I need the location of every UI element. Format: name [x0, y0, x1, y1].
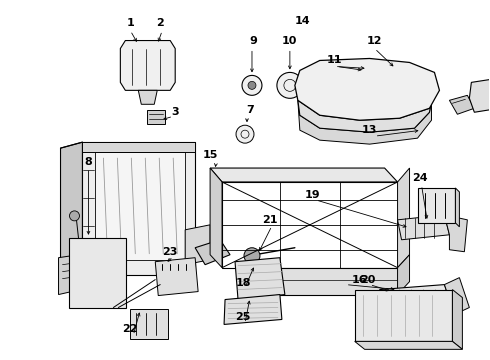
Polygon shape [355, 341, 463, 349]
Polygon shape [295, 58, 440, 120]
Polygon shape [82, 142, 195, 152]
Circle shape [242, 75, 262, 95]
Polygon shape [444, 215, 467, 252]
Polygon shape [449, 95, 474, 114]
Circle shape [277, 72, 303, 98]
Text: 25: 25 [235, 312, 251, 323]
Text: 9: 9 [249, 36, 257, 46]
Text: 2: 2 [156, 18, 164, 28]
Polygon shape [355, 289, 452, 341]
Text: 8: 8 [85, 157, 92, 167]
Polygon shape [397, 215, 449, 240]
Polygon shape [69, 238, 126, 307]
Polygon shape [397, 255, 410, 294]
Circle shape [236, 125, 254, 143]
Polygon shape [397, 168, 410, 268]
Text: 14: 14 [295, 15, 311, 26]
Text: 16: 16 [352, 275, 368, 285]
Text: 15: 15 [202, 150, 218, 160]
Polygon shape [298, 100, 432, 132]
Polygon shape [147, 110, 165, 124]
Circle shape [244, 248, 260, 264]
Polygon shape [185, 225, 210, 265]
Polygon shape [280, 268, 397, 294]
Polygon shape [417, 188, 455, 223]
Text: 21: 21 [262, 215, 278, 225]
Polygon shape [61, 142, 82, 278]
Polygon shape [82, 142, 195, 275]
Polygon shape [210, 168, 222, 268]
Text: 12: 12 [367, 36, 382, 46]
Text: 24: 24 [412, 173, 427, 183]
Polygon shape [444, 278, 469, 315]
Polygon shape [235, 258, 285, 300]
Text: 23: 23 [163, 247, 178, 257]
Polygon shape [452, 289, 463, 349]
Text: 22: 22 [122, 324, 138, 334]
Polygon shape [455, 188, 460, 227]
Polygon shape [155, 258, 198, 296]
Text: 1: 1 [126, 18, 134, 28]
Polygon shape [224, 294, 282, 324]
Text: 10: 10 [282, 36, 297, 46]
Text: 7: 7 [246, 105, 254, 115]
Polygon shape [138, 90, 157, 104]
Text: 18: 18 [235, 278, 251, 288]
Text: 3: 3 [172, 107, 179, 117]
Polygon shape [380, 285, 454, 319]
Polygon shape [96, 152, 185, 260]
Polygon shape [195, 240, 230, 265]
Text: 13: 13 [362, 125, 377, 135]
Polygon shape [469, 78, 490, 112]
Polygon shape [210, 168, 397, 182]
Text: 11: 11 [327, 55, 343, 66]
Polygon shape [58, 255, 80, 294]
Text: 19: 19 [305, 190, 320, 200]
Polygon shape [121, 41, 175, 90]
Circle shape [248, 81, 256, 89]
Polygon shape [298, 100, 432, 144]
Polygon shape [130, 310, 168, 339]
Circle shape [70, 211, 79, 221]
Text: 20: 20 [360, 275, 375, 285]
